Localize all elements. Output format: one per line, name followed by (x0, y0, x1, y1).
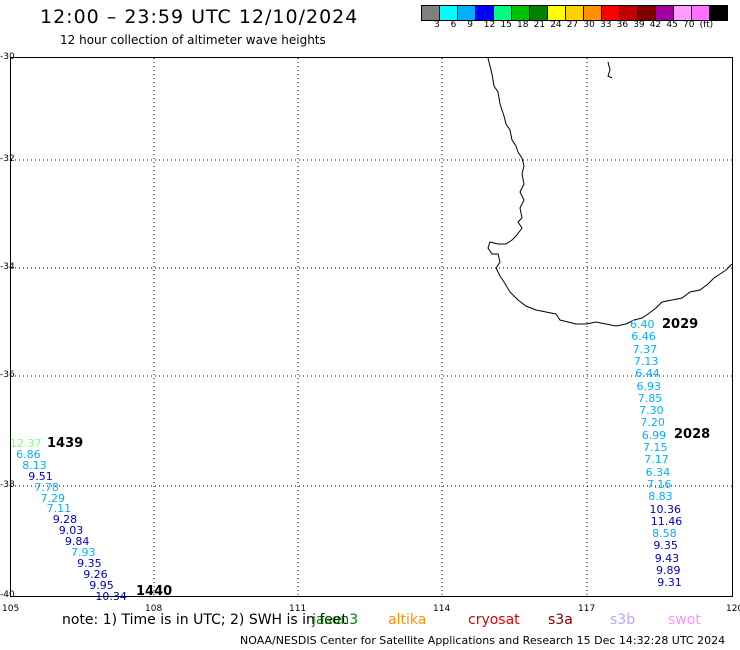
color-scale-label: 9 (467, 20, 473, 30)
wave-height-value: 11.46 (650, 514, 683, 528)
color-scale-label: 33 (600, 20, 612, 30)
wave-height-value: 9.35 (653, 539, 678, 553)
color-scale-label: 39 (633, 20, 645, 30)
color-scale-label: 6 (450, 20, 457, 30)
wave-height-value: 9.28 (52, 513, 78, 527)
island-outline (607, 61, 613, 79)
satellite-legend-item: swot (668, 612, 701, 628)
wave-height-value: 8.58 (652, 527, 677, 541)
longitude-label: 120 (726, 604, 740, 614)
wave-height-value: 10.34 (95, 589, 127, 603)
wave-height-value: 9.84 (64, 535, 90, 549)
color-scale-label: 12 (483, 20, 496, 30)
wave-height-value: 9.95 (89, 578, 114, 592)
longitude-label: 117 (578, 604, 596, 614)
satellite-legend-item: altika (388, 612, 427, 628)
wave-height-value: 7.29 (40, 491, 66, 505)
map-title: 12:00 – 23:59 UTC 12/10/2024 (40, 6, 359, 28)
wave-height-value: 8.13 (22, 458, 47, 472)
color-scale-labels: 3 6 9 12 15 18 21 24 27 30 33 36 39 42 45 70 (ft) (422, 20, 740, 34)
color-scale-label: 3 (434, 20, 440, 30)
satellite-legend-item: cryosat (468, 612, 520, 628)
wave-height-value: 7.30 (639, 404, 664, 418)
wave-height-value: 9.35 (77, 556, 102, 570)
wave-height-value: 7.15 (643, 441, 668, 454)
latitude-label: -34 (0, 262, 15, 272)
color-scale-label: 24 (550, 20, 562, 30)
wave-height-value: 7.20 (640, 416, 665, 430)
color-scale-label: 42 (649, 20, 662, 30)
color-scale-label: 30 (583, 20, 595, 30)
wave-height-value: 12.37 (10, 437, 42, 450)
color-scale-label: 45 (666, 20, 678, 30)
latitude-label: -30 (0, 52, 15, 62)
graticule (11, 58, 732, 596)
wave-height-value: 9.89 (656, 564, 681, 577)
satellite-legend-item: s3a (548, 612, 573, 628)
map-frame (10, 57, 733, 597)
wave-height-value: 7.78 (34, 480, 59, 494)
latitude-label: -32 (0, 154, 15, 164)
credit-line: NOAA/NESDIS Center for Satellite Applica… (240, 634, 726, 647)
wave-height-value: 7.11 (46, 502, 72, 516)
wave-height-value: 6.34 (645, 465, 671, 479)
longitude-label: 114 (433, 604, 451, 614)
wave-height-value: 6.46 (631, 330, 656, 344)
latitude-label: -38 (0, 480, 15, 490)
wave-height-value: 6.44 (635, 367, 660, 381)
color-scale-label: 18 (517, 20, 529, 30)
wave-height-value: 6.99 (641, 428, 667, 442)
longitude-label: 108 (145, 604, 163, 614)
color-scale-label: 21 (533, 20, 546, 30)
color-scale-legend (421, 5, 728, 21)
satellite-legend-item: s3b (610, 612, 636, 628)
wave-height-value: 7.93 (71, 546, 96, 559)
australia-coastline (487, 57, 733, 327)
longitude-label: 105 (2, 604, 20, 614)
color-scale-label: 27 (566, 20, 579, 30)
map-subtitle: 12 hour collection of altimeter wave hei… (60, 33, 326, 47)
west-track-end-time: 1440 (136, 584, 173, 599)
footer-note: note: 1) Time is in UTC; 2) SWH is in fe… (62, 612, 348, 628)
wave-height-value: 9.31 (657, 576, 682, 590)
wave-height-value: 7.16 (646, 477, 672, 491)
wave-height-value: 8.83 (648, 490, 673, 504)
satellite-legend-item: jason3 (312, 612, 359, 628)
wave-height-value: 9.51 (28, 469, 53, 483)
wave-height-value: 9.26 (83, 567, 108, 581)
wave-height-value: 9.03 (58, 524, 84, 538)
color-scale-swatch (709, 5, 728, 21)
east-track-time-top: 2029 (662, 317, 699, 332)
wave-height-value: 7.85 (637, 391, 663, 405)
color-scale-label: 15 (500, 20, 512, 30)
wave-height-value: 6.86 (16, 447, 41, 461)
east-track-time-mid: 2028 (674, 427, 711, 442)
wave-height-value: 7.17 (644, 453, 669, 467)
wave-height-value: 6.40 (630, 318, 655, 331)
latitude-label: -36 (0, 370, 15, 380)
color-scale-label: 70 (683, 20, 695, 30)
west-track-start-time: 1439 (47, 436, 84, 451)
wave-height-value: 7.37 (632, 342, 658, 356)
wave-height-value: 9.43 (654, 551, 680, 565)
longitude-label: 111 (289, 604, 307, 614)
wave-height-value: 6.93 (636, 379, 662, 393)
latitude-label: -40 (0, 590, 15, 600)
wave-height-value: 7.13 (633, 354, 659, 368)
color-scale-label: 36 (616, 20, 629, 30)
wave-height-value: 10.36 (649, 502, 682, 516)
color-scale-label: (ft) (699, 20, 714, 30)
